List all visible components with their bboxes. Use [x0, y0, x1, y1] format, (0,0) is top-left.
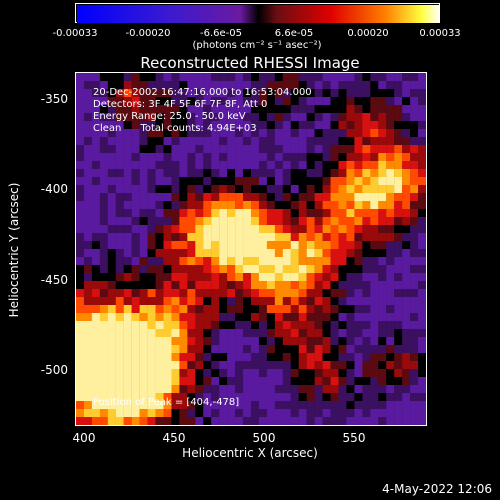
time-range-label: 20-Dec-2002 16:47:16.000 to 16:53:04.000 — [93, 87, 312, 98]
colorbar-tick: -6.6e-05 — [200, 28, 242, 39]
rhessi-image — [75, 72, 427, 426]
y-tick-label: -500 — [40, 363, 68, 377]
y-axis-label: Heliocentric Y (arcsec) — [7, 182, 21, 318]
colorbar-tick: 0.00020 — [347, 28, 389, 39]
x-axis-label: Heliocentric X (arcsec) — [182, 446, 318, 460]
colorbar — [75, 3, 440, 23]
image-title: Reconstructed RHESSI Image — [140, 54, 360, 72]
energy-range-label: Energy Range: 25.0 - 50.0 keV — [93, 111, 246, 122]
peak-position-label: Position of Peak = [404,-478] — [93, 397, 240, 408]
detectors-label: Detectors: 3F 4F 5F 6F 7F 8F, Att 0 — [93, 99, 268, 110]
heatmap — [76, 73, 426, 425]
x-tick-label: 450 — [162, 431, 186, 445]
colorbar-tick: -0.00033 — [52, 28, 98, 39]
colorbar-unit: (photons cm⁻² s⁻¹ asec⁻²) — [192, 40, 322, 51]
colorbar-tick: -0.00020 — [125, 28, 171, 39]
colorbar-gradient — [77, 5, 440, 23]
datestamp: 4-May-2022 12:06 — [382, 482, 492, 496]
x-tick-label: 500 — [252, 431, 276, 445]
x-tick-label: 400 — [72, 431, 96, 445]
x-tick-label: 550 — [342, 431, 366, 445]
y-tick-label: -400 — [40, 182, 68, 196]
y-tick-label: -350 — [40, 92, 68, 106]
clean-total-counts-label: Clean Total counts: 4.94E+03 — [93, 123, 257, 134]
colorbar-tick: 6.6e-05 — [274, 28, 314, 39]
y-tick-label: -450 — [40, 273, 68, 287]
colorbar-tick: 0.00033 — [419, 28, 461, 39]
